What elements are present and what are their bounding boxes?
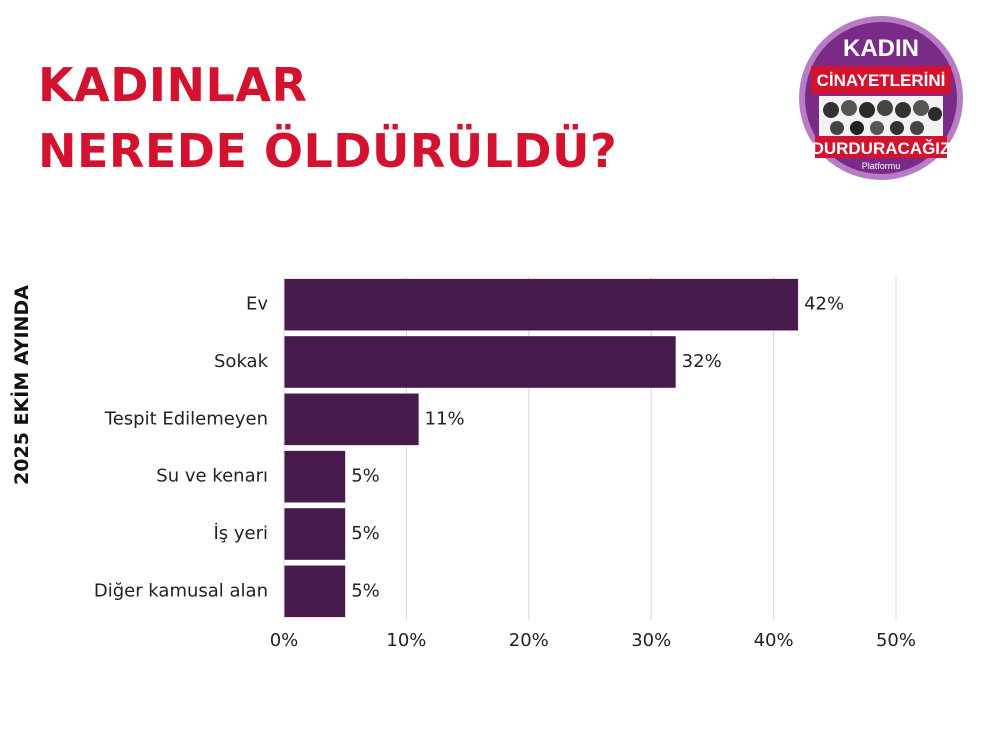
logo-text-3: DURDURACAĞIZ (812, 139, 951, 158)
logo-text-4: Platformu (862, 161, 901, 171)
logo-red-band-bottom (815, 136, 947, 158)
x-tick-label: 50% (876, 630, 916, 651)
category-label: İş yeri (213, 523, 268, 544)
logo-text-1: KADIN (843, 35, 919, 62)
bar (284, 393, 419, 446)
category-label: Ev (246, 294, 268, 315)
bar (284, 508, 346, 560)
title-line-1: KADINLAR (38, 58, 308, 112)
x-tick-label: 10% (386, 630, 426, 651)
bar (284, 336, 676, 388)
value-label: 42% (804, 294, 844, 315)
title-line-2: NEREDE ÖLDÜRÜLDÜ? (38, 124, 618, 178)
value-label: 5% (351, 523, 380, 544)
category-label: Su ve kenarı (156, 466, 268, 487)
logo-text-2: CİNAYETLERİNİ (817, 71, 946, 90)
value-label: 5% (351, 466, 380, 487)
x-tick-label: 0% (270, 630, 299, 651)
x-tick-label: 30% (631, 630, 671, 651)
page-title: KADINLAR NEREDE ÖLDÜRÜLDÜ? (38, 52, 617, 184)
category-label: Tespit Edilemeyen (104, 408, 268, 429)
value-label: 32% (682, 351, 722, 372)
x-tick-label: 20% (509, 630, 549, 651)
value-label: 5% (351, 580, 380, 601)
bar (284, 278, 799, 331)
value-label: 11% (425, 408, 465, 429)
bar (284, 565, 346, 618)
logo-faces-icon (819, 96, 943, 136)
x-tick-label: 40% (754, 630, 794, 651)
platform-logo: KADIN CİNAYETLERİNİ DURDURACAĞIZ Platfor… (799, 16, 963, 180)
category-label: Diğer kamusal alan (94, 580, 268, 601)
logo-red-band (811, 66, 951, 94)
bar (284, 450, 346, 503)
category-label: Sokak (214, 351, 269, 372)
